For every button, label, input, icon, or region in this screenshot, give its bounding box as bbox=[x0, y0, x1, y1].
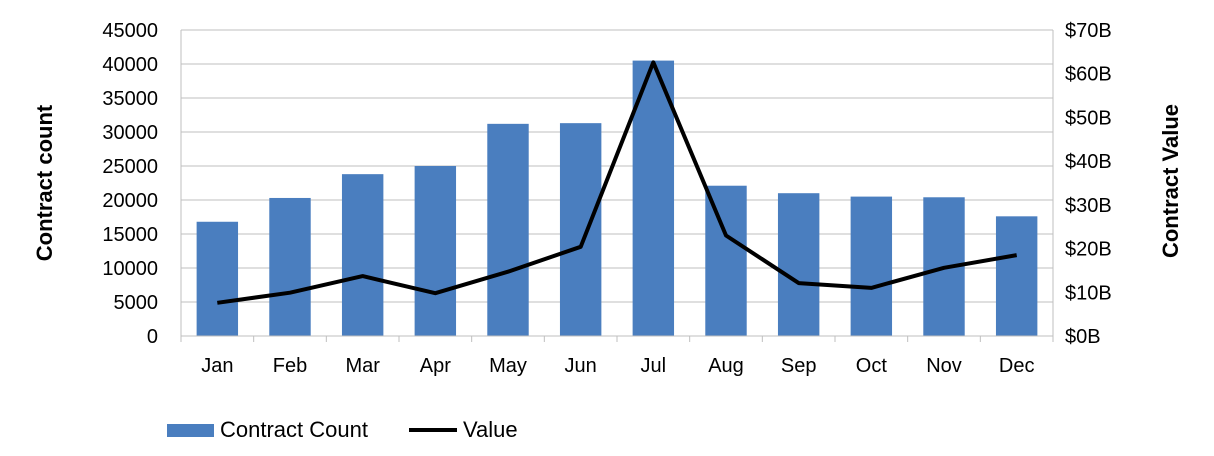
left-axis-ticks: 0 5000 10000 15000 20000 25000 30000 35000 40000… bbox=[102, 20, 158, 348]
x-tick-label: May bbox=[489, 355, 527, 377]
x-tick-label: Jun bbox=[565, 355, 597, 377]
right-tick-label: $10B bbox=[1065, 282, 1112, 304]
x-tick-label: Feb bbox=[273, 355, 307, 377]
right-tick-label: $30B bbox=[1065, 195, 1112, 217]
left-tick-label: 40000 bbox=[102, 54, 158, 76]
left-tick-label: 30000 bbox=[102, 122, 158, 144]
bar bbox=[341, 174, 384, 336]
right-tick-label: $40B bbox=[1065, 151, 1112, 173]
bar bbox=[196, 221, 239, 336]
right-tick-label: $20B bbox=[1065, 239, 1112, 261]
left-tick-label: 45000 bbox=[102, 20, 158, 42]
x-tick-label: Jul bbox=[641, 355, 667, 377]
left-tick-label: 5000 bbox=[114, 292, 159, 314]
right-tick-label: $70B bbox=[1065, 20, 1112, 42]
left-tick-label: 35000 bbox=[102, 88, 158, 110]
x-tick-label: Mar bbox=[345, 355, 380, 377]
x-tick-label: Aug bbox=[708, 355, 744, 377]
axes bbox=[180, 30, 1054, 342]
right-axis-ticks: $0B $10B $20B $30B $40B $50B $60B $70B bbox=[1065, 20, 1112, 348]
line-series-value bbox=[217, 60, 1018, 305]
right-tick-label: $50B bbox=[1065, 107, 1112, 129]
x-tick-label: Jan bbox=[201, 355, 233, 377]
legend-swatch-contract-count bbox=[167, 424, 214, 437]
left-tick-label: 10000 bbox=[102, 258, 158, 280]
bar bbox=[777, 193, 820, 336]
bar-series-contract-count bbox=[196, 60, 1038, 336]
x-tick-label: Apr bbox=[420, 355, 451, 377]
left-tick-label: 15000 bbox=[102, 224, 158, 246]
right-tick-label: $60B bbox=[1065, 64, 1112, 86]
legend-label-value: Value bbox=[463, 417, 518, 442]
bar bbox=[632, 60, 675, 336]
x-tick-label: Oct bbox=[856, 355, 888, 377]
x-tick-label: Sep bbox=[781, 355, 817, 377]
value-line bbox=[217, 60, 1018, 305]
bar bbox=[559, 123, 602, 336]
legend: Contract Count Value bbox=[167, 417, 518, 442]
left-axis-title: Contract count bbox=[32, 104, 57, 261]
legend-label-contract-count: Contract Count bbox=[220, 417, 368, 442]
left-tick-label: 25000 bbox=[102, 156, 158, 178]
bar bbox=[414, 166, 457, 336]
bar bbox=[995, 216, 1038, 336]
bar bbox=[487, 123, 529, 336]
bar bbox=[705, 185, 747, 336]
left-tick-label: 0 bbox=[147, 326, 158, 348]
gridlines bbox=[181, 29, 1053, 303]
x-axis-ticks: Jan Feb Mar Apr May Jun Jul Aug Sep Oct Nov Dec bbox=[201, 355, 1034, 377]
bar bbox=[850, 196, 893, 336]
right-axis-title: Contract Value bbox=[1158, 104, 1183, 258]
x-tick-label: Dec bbox=[999, 355, 1035, 377]
left-tick-label: 20000 bbox=[102, 190, 158, 212]
bar bbox=[269, 197, 311, 336]
right-tick-label: $0B bbox=[1065, 326, 1101, 348]
x-tick-label: Nov bbox=[926, 355, 962, 377]
